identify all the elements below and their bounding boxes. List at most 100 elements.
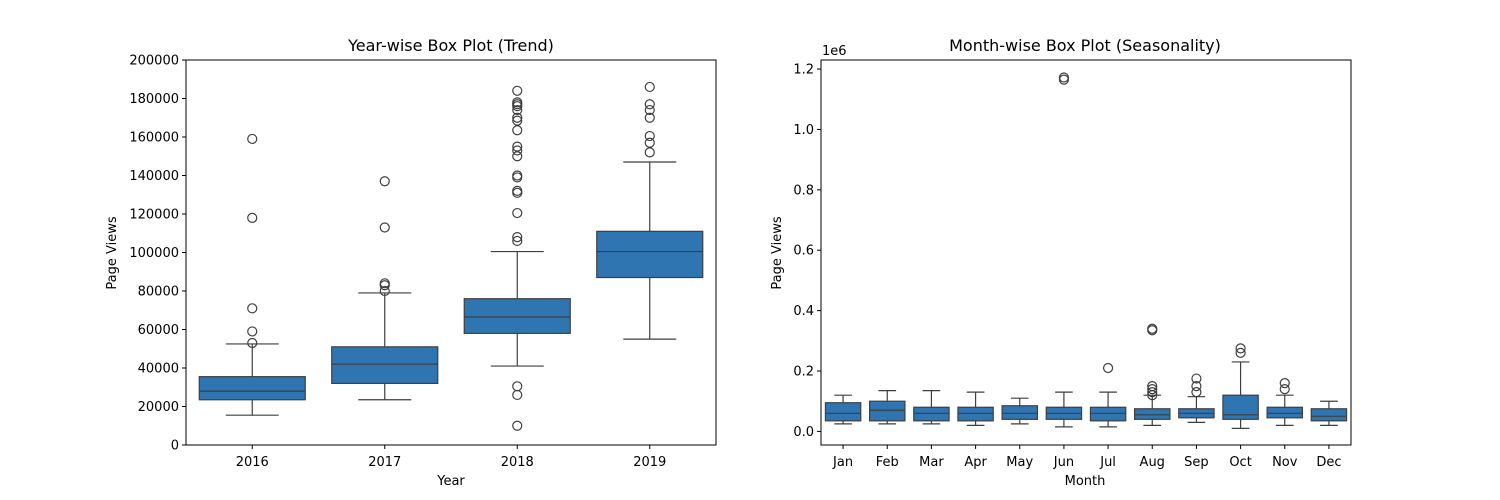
y-ticks: 0 20000 40000 60000 80000 100000 120000 140000 1… — [129, 54, 186, 454]
y-tick-label: 200000 — [129, 54, 179, 69]
y-tick-label: 0.8 — [793, 183, 814, 198]
iqr-box — [957, 406, 994, 422]
y-tick-label: 180000 — [129, 92, 179, 107]
box-Aug — [1133, 323, 1171, 426]
outlier-point — [1147, 387, 1158, 398]
x-tick-label: 2017 — [368, 455, 401, 470]
x-tick-label: 2018 — [501, 455, 534, 470]
y-tick-label: 140000 — [129, 169, 179, 184]
box-May — [1001, 397, 1039, 425]
outlier-point — [247, 133, 258, 145]
outlier-point — [512, 381, 523, 392]
outlier-point — [247, 303, 258, 314]
x-axis-label: Year — [436, 474, 465, 489]
iqr-box — [824, 402, 862, 422]
x-tick-label: Sep — [1184, 455, 1209, 470]
outlier-point — [512, 235, 523, 247]
y-tick-label: 60000 — [138, 323, 179, 338]
outlier-point — [644, 130, 655, 142]
box-Feb — [868, 390, 906, 425]
outlier-point — [1102, 362, 1114, 374]
y-ticks: 0.0 0.2 0.4 0.6 0.8 1.0 1.2 — [793, 63, 821, 440]
y-tick-label: 40000 — [138, 362, 179, 377]
box-2016 — [198, 133, 306, 416]
x-tick-label: Aug — [1140, 455, 1165, 470]
y-tick-label: 80000 — [138, 285, 179, 300]
box-Apr — [957, 391, 994, 426]
outlier-point — [512, 185, 523, 196]
y-tick-label: 0 — [171, 439, 179, 454]
iqr-box — [913, 406, 950, 422]
outlier-point — [512, 145, 523, 156]
box-Nov — [1266, 377, 1304, 426]
outlier-point — [379, 278, 390, 289]
x-ticks: Jan Feb Mar Apr May Jun Jul Aug Sep Oct Nov Dec — [832, 445, 1341, 470]
outlier-point — [379, 222, 390, 233]
x-tick-label: Jan — [832, 455, 853, 470]
outlier-point — [247, 212, 258, 223]
iqr-box — [1310, 408, 1348, 422]
outlier-point — [1191, 381, 1202, 392]
outlier-point — [512, 151, 523, 162]
x-tick-label: Oct — [1229, 455, 1251, 470]
iqr-box — [463, 298, 571, 334]
outlier-point — [512, 420, 523, 431]
y-tick-label: 0.2 — [793, 365, 814, 380]
y-tick-label: 1.0 — [793, 123, 814, 138]
outlier-point — [1147, 384, 1158, 395]
box-Sep — [1178, 373, 1215, 423]
outlier-point — [512, 112, 523, 123]
y-tick-label: 1.2 — [793, 63, 814, 78]
y-tick-label: 120000 — [129, 208, 179, 223]
outlier-point — [1147, 381, 1158, 392]
y-axis-label: Page Views — [105, 216, 120, 289]
x-tick-label: 2016 — [236, 455, 269, 470]
outlier-point — [379, 176, 390, 187]
y-tick-label: 0.4 — [793, 304, 814, 319]
box-2017 — [331, 176, 439, 401]
iqr-box — [1089, 406, 1127, 422]
outlier-point — [644, 147, 655, 158]
iqr-box — [1133, 408, 1171, 420]
x-tick-label: Jun — [1053, 455, 1074, 470]
outlier-point — [512, 104, 523, 116]
x-tick-label: 2019 — [633, 455, 666, 470]
box-Jan — [824, 394, 862, 425]
outlier-point — [644, 81, 655, 93]
outlier-point — [512, 207, 523, 219]
box-Oct — [1222, 343, 1259, 429]
box-Dec — [1310, 400, 1348, 426]
iqr-box — [1222, 394, 1259, 420]
iqr-box — [868, 400, 906, 422]
outlier-point — [1147, 323, 1158, 334]
x-tick-label: Nov — [1272, 455, 1298, 470]
x-tick-label: Mar — [919, 455, 944, 470]
outlier-point — [1058, 72, 1070, 83]
outlier-point — [1235, 347, 1246, 359]
x-tick-label: Dec — [1316, 455, 1341, 470]
outlier-point — [512, 232, 523, 243]
outlier-point — [1235, 343, 1246, 354]
plot-frame — [820, 59, 1352, 446]
outlier-point — [512, 85, 523, 96]
y-tick-label: 0.0 — [793, 425, 814, 440]
boxes-group — [198, 81, 704, 431]
iqr-box — [1266, 406, 1304, 419]
outlier-point — [644, 137, 655, 148]
iqr-box — [198, 376, 306, 401]
iqr-box — [596, 230, 704, 279]
outlier-point — [247, 337, 258, 349]
box-2019 — [596, 81, 704, 340]
chart-title: Month-wise Box Plot (Seasonality) — [949, 36, 1221, 55]
box-Jul — [1089, 362, 1127, 428]
boxes-group — [824, 72, 1348, 429]
x-tick-label: Feb — [876, 455, 899, 470]
outlier-point — [644, 112, 655, 123]
y-tick-label: 160000 — [129, 131, 179, 146]
x-tick-label: Jul — [1099, 455, 1116, 470]
outlier-point — [512, 125, 523, 136]
outlier-point — [512, 97, 523, 108]
x-axis-label: Month — [1065, 474, 1106, 489]
y-tick-label: 20000 — [138, 400, 179, 415]
